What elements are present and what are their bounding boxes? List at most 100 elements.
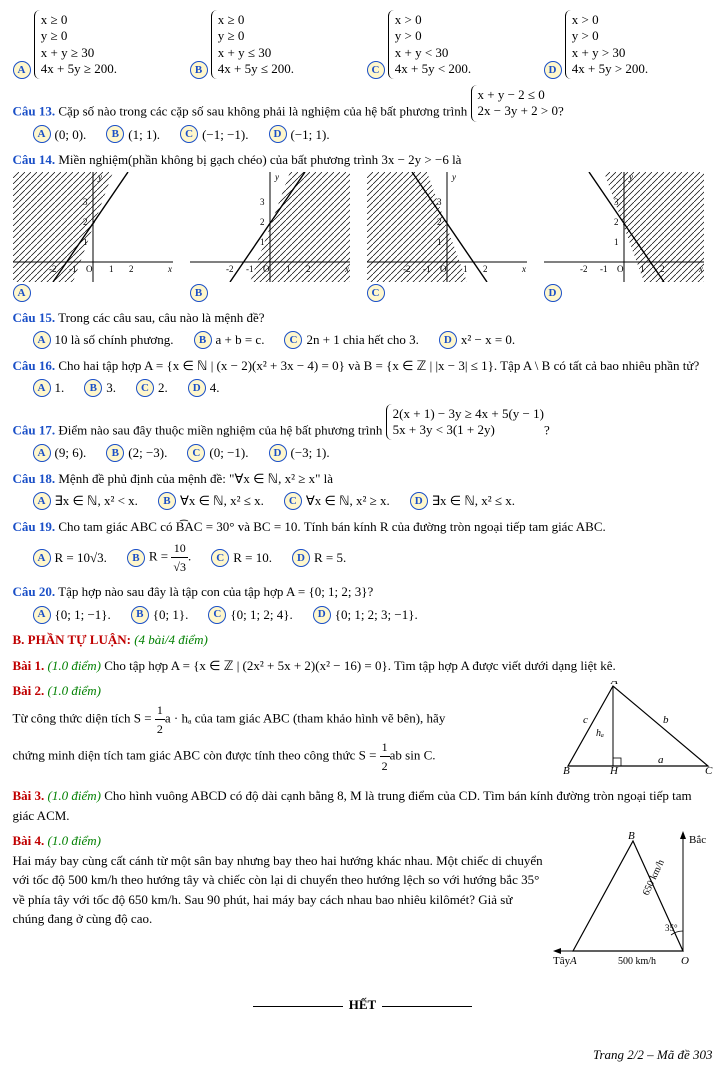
svg-text:A: A — [610, 681, 618, 687]
svg-text:A: A — [569, 955, 577, 967]
svg-text:-1: -1 — [246, 264, 254, 274]
svg-text:b: b — [663, 714, 669, 726]
q13-system: x + y − 2 ≤ 02x − 3y + 2 > 0 — [471, 85, 559, 122]
q19-options: AR = 10√3. BR = 10√3. CR = 10. DR = 5. — [33, 539, 713, 576]
q14-plots: x y O -2-112 123 A x y O -2-112 123 B — [13, 172, 713, 302]
svg-text:O: O — [617, 264, 624, 274]
b2-label: Bài 2. — [13, 683, 45, 698]
q15: Câu 15. Trong các câu sau, câu nào là mệ… — [13, 308, 713, 328]
svg-text:y: y — [274, 172, 279, 182]
svg-text:1: 1 — [83, 237, 88, 247]
q20: Câu 20. Tập hợp nào sau đây là tập con c… — [13, 582, 713, 602]
q18-options: A∃x ∈ ℕ, x² < x. B∀x ∈ ℕ, x² ≤ x. C∀x ∈ … — [33, 491, 713, 511]
svg-text:-1: -1 — [600, 264, 608, 274]
svg-text:B: B — [628, 831, 635, 842]
q13-label: Câu 13. — [13, 103, 56, 118]
svg-text:2: 2 — [614, 217, 619, 227]
b1-label: Bài 1. — [13, 658, 45, 673]
svg-text:C: C — [705, 765, 713, 776]
svg-text:x: x — [344, 264, 349, 274]
q17-label: Câu 17. — [13, 422, 56, 437]
q12-sys-a: x ≥ 0y ≥ 0x + y ≥ 304x + 5y ≥ 200 — [34, 10, 114, 79]
svg-text:-1: -1 — [423, 264, 431, 274]
q12-options: A x ≥ 0y ≥ 0x + y ≥ 304x + 5y ≥ 200 . B … — [13, 10, 713, 79]
q17: Câu 17. Điểm nào sau đây thuộc miền nghi… — [13, 404, 713, 441]
svg-text:1: 1 — [614, 237, 619, 247]
q18-label: Câu 18. — [13, 471, 56, 486]
q15-text: Trong các câu sau, câu nào là mệnh đề? — [58, 310, 264, 325]
svg-text:2: 2 — [483, 264, 488, 274]
q12-sys-c: x > 0y > 0x + y < 304x + 5y < 200 — [388, 10, 468, 79]
opt-b: B — [190, 61, 208, 79]
svg-text:500 km/h: 500 km/h — [618, 956, 656, 967]
b2-triangle-figure: A B C H a b c hₐ — [563, 681, 713, 776]
svg-text:3: 3 — [437, 197, 442, 207]
q17-text: Điểm nào sau đây thuộc miền nghiệm của h… — [58, 422, 382, 437]
b3-label: Bài 3. — [13, 788, 45, 803]
svg-text:O: O — [681, 955, 689, 967]
q13-options: A(0; 0). B(1; 1). C(−1; −1). D(−1; 1). — [33, 125, 713, 145]
svg-text:3: 3 — [83, 197, 88, 207]
svg-text:O: O — [86, 264, 93, 274]
svg-text:hₐ: hₐ — [596, 728, 604, 739]
svg-text:y: y — [97, 172, 102, 182]
svg-text:Bắc: Bắc — [689, 834, 706, 846]
q14-text: Miền nghiệm(phần không bị gạch chéo) của… — [58, 152, 461, 167]
q16: Câu 16. Cho hai tập hợp A = {x ∈ ℕ | (x … — [13, 356, 713, 376]
q17-options: A(9; 6). B(2; −3). C(0; −1). D(−3; 1). — [33, 443, 713, 463]
b3-text: Cho hình vuông ABCD có độ dài cạnh bằng … — [13, 788, 692, 823]
b4-label: Bài 4. — [13, 833, 45, 848]
opt-c: C — [367, 61, 385, 79]
b4-pts: (1.0 điểm) — [48, 833, 101, 848]
q20-text: Tập hợp nào sau đây là tập con của tập h… — [58, 584, 373, 599]
q14-plot-b: x y O -2-112 123 B — [190, 172, 359, 302]
svg-text:-2: -2 — [49, 264, 57, 274]
svg-text:Tây: Tây — [553, 955, 571, 967]
svg-text:3: 3 — [260, 197, 265, 207]
svg-text:1: 1 — [640, 264, 645, 274]
q18-text: Mệnh đề phủ định của mệnh đề: "∀x ∈ ℕ, x… — [58, 471, 333, 486]
opt-d: D — [544, 61, 562, 79]
b1-text: Cho tập hợp A = {x ∈ ℤ | (2x² + 5x + 2)(… — [104, 658, 616, 673]
svg-text:x: x — [167, 264, 172, 274]
q14-label: Câu 14. — [13, 152, 56, 167]
svg-text:1: 1 — [109, 264, 114, 274]
q18: Câu 18. Mệnh đề phủ định của mệnh đề: "∀… — [13, 469, 713, 489]
svg-text:x: x — [698, 264, 703, 274]
svg-text:2: 2 — [129, 264, 134, 274]
q14-plot-d: x y O -2-112 123 D — [544, 172, 713, 302]
svg-text:H: H — [609, 765, 619, 776]
svg-text:2: 2 — [260, 217, 265, 227]
b2: A B C H a b c hₐ Bài 2. (1.0 điểm) Từ cô… — [13, 681, 713, 780]
q13: Câu 13. Cặp số nào trong các cặp số sau … — [13, 85, 713, 122]
b2-pts: (1.0 điểm) — [48, 683, 101, 698]
svg-text:y: y — [451, 172, 456, 182]
svg-text:2: 2 — [437, 217, 442, 227]
q12-sys-d: x > 0y > 0x + y > 304x + 5y > 200 — [565, 10, 645, 79]
svg-text:-2: -2 — [580, 264, 588, 274]
q15-label: Câu 15. — [13, 310, 56, 325]
svg-text:c: c — [583, 714, 588, 726]
svg-text:3: 3 — [614, 197, 619, 207]
q14-plot-a: x y O -2-112 123 A — [13, 172, 182, 302]
q19-text: Cho tam giác ABC có B͡AC = 30° và BC = 1… — [58, 519, 605, 534]
svg-text:35°: 35° — [665, 923, 678, 933]
q13-text: Cặp số nào trong các cặp số sau không ph… — [58, 103, 467, 118]
svg-text:-1: -1 — [69, 264, 77, 274]
end-marker: HẾT — [13, 995, 713, 1015]
b4: Bắc Tây O A B 500 km/h 650 km/h 35° Bài … — [13, 831, 713, 975]
b3-pts: (1.0 điểm) — [48, 788, 101, 803]
q20-label: Câu 20. — [13, 584, 56, 599]
svg-text:2: 2 — [83, 217, 88, 227]
section-b-title: B. PHẦN TỰ LUẬN: (4 bài/4 điểm) — [13, 630, 713, 650]
svg-text:2: 2 — [306, 264, 311, 274]
svg-text:1: 1 — [286, 264, 291, 274]
q15-options: A10 là số chính phương. Ba + b = c. C2n … — [33, 330, 713, 350]
b4-text: Hai máy bay cùng cất cánh từ một sân bay… — [13, 853, 543, 927]
svg-text:650 km/h: 650 km/h — [640, 858, 666, 897]
q16-text: Cho hai tập hợp A = {x ∈ ℕ | (x − 2)(x² … — [58, 358, 699, 373]
svg-text:x: x — [521, 264, 526, 274]
b1: Bài 1. (1.0 điểm) Cho tập hợp A = {x ∈ ℤ… — [13, 656, 713, 676]
b1-pts: (1.0 điểm) — [48, 658, 101, 673]
q20-options: A{0; 1; −1}. B{0; 1}. C{0; 1; 2; 4}. D{0… — [33, 605, 713, 625]
